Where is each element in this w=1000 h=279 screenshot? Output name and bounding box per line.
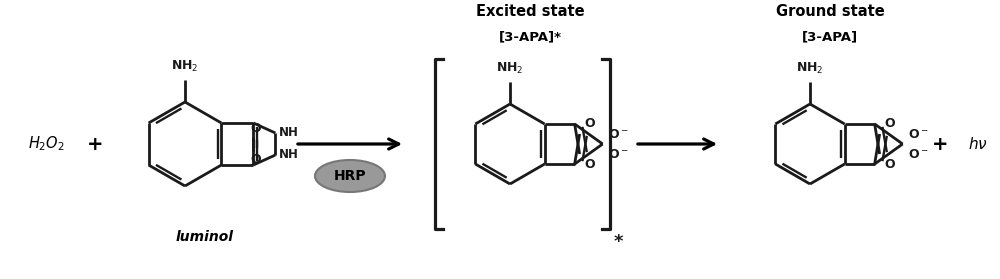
- Text: *: *: [614, 233, 624, 251]
- Text: +: +: [932, 134, 948, 153]
- Text: NH$_2$: NH$_2$: [796, 61, 824, 76]
- Text: O: O: [885, 117, 895, 130]
- Text: O$^-$: O$^-$: [608, 128, 628, 141]
- Text: NH: NH: [279, 148, 299, 162]
- Text: O$^-$: O$^-$: [908, 148, 928, 160]
- Text: [3-APA]: [3-APA]: [802, 30, 858, 44]
- Text: O$^-$: O$^-$: [908, 128, 928, 141]
- Text: luminol: luminol: [176, 230, 234, 244]
- Text: NH$_2$: NH$_2$: [171, 58, 199, 74]
- Text: +: +: [87, 134, 103, 153]
- Text: O: O: [250, 122, 261, 135]
- Text: Excited state: Excited state: [476, 4, 584, 18]
- Text: HRP: HRP: [334, 169, 366, 183]
- Text: NH: NH: [279, 126, 299, 140]
- Text: O: O: [885, 158, 895, 171]
- Text: O$^-$: O$^-$: [608, 148, 628, 160]
- Text: Ground state: Ground state: [776, 4, 884, 18]
- Text: [3-APA]*: [3-APA]*: [498, 30, 562, 44]
- Ellipse shape: [315, 160, 385, 192]
- Text: $H_2O_2$: $H_2O_2$: [28, 135, 65, 153]
- Text: O: O: [250, 153, 261, 166]
- Text: NH$_2$: NH$_2$: [496, 61, 524, 76]
- Text: O: O: [585, 158, 595, 171]
- Text: O: O: [585, 117, 595, 130]
- Text: $h\nu$: $h\nu$: [968, 136, 988, 152]
